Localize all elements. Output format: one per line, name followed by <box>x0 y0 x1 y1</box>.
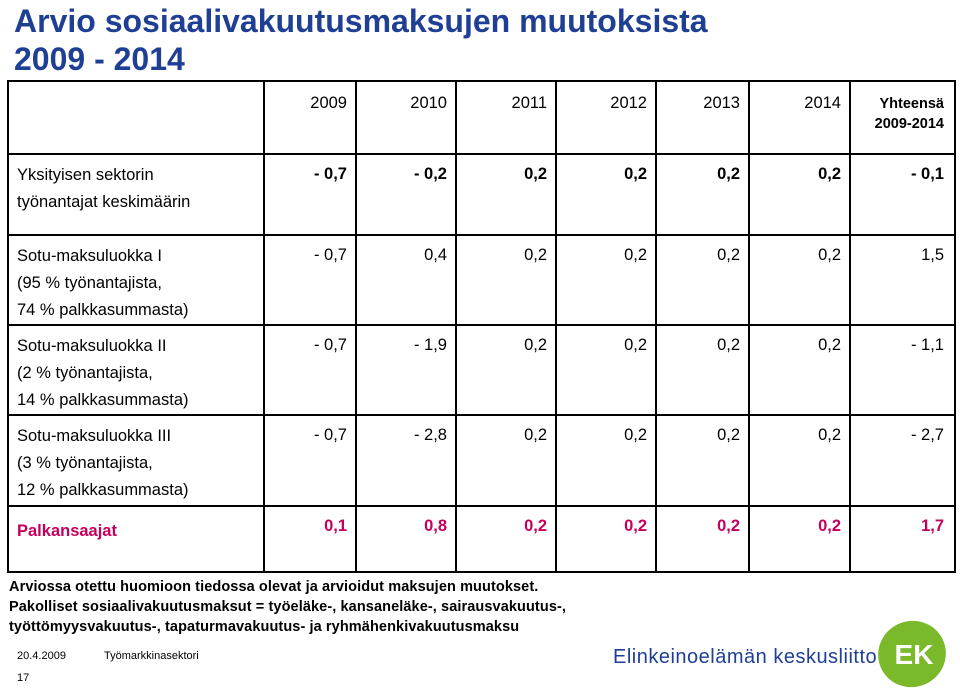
header-row: 2009 2010 2011 2012 2013 2014 Yhteensä 2… <box>7 80 956 155</box>
year-header: 2011 <box>455 80 557 155</box>
title-line-2: 2009 - 2014 <box>14 41 185 77</box>
row-label: Sotu-maksuluokka III (3 % työnantajista,… <box>7 414 265 507</box>
row-label-line: 14 % palkkasummasta) <box>17 391 189 409</box>
total-header-line-2: 2009-2014 <box>874 116 944 132</box>
table-cell: - 0,7 <box>263 324 357 416</box>
total-cell: 1,7 <box>849 505 956 573</box>
contributions-table: 2009 2010 2011 2012 2013 2014 Yhteensä 2… <box>7 80 956 573</box>
row-label: Sotu-maksuluokka I (95 % työnantajista, … <box>7 234 265 326</box>
header-corner <box>7 80 265 155</box>
brand-name: Elinkeinoelämän keskusliitto <box>613 646 878 668</box>
table-row: Sotu-maksuluokka II (2 % työnantajista, … <box>7 324 956 416</box>
table-cell: 0,2 <box>455 324 557 416</box>
footnote-line: työttömyysvakuutus-, tapaturmavakuutus- … <box>9 619 520 635</box>
row-label-line: Palkansaajat <box>17 522 117 540</box>
ek-logo-icon: EK <box>878 620 946 688</box>
table-cell: 0,2 <box>655 505 750 573</box>
year-header: 2012 <box>555 80 657 155</box>
table-cell: 0,2 <box>555 324 657 416</box>
row-label: Sotu-maksuluokka II (2 % työnantajista, … <box>7 324 265 416</box>
year-header: 2013 <box>655 80 750 155</box>
footer-date: 20.4.2009 <box>17 650 66 662</box>
total-cell: - 0,1 <box>849 153 956 236</box>
table-cell: 0,2 <box>455 505 557 573</box>
row-label-line: Sotu-maksuluokka I <box>17 247 162 265</box>
table-cell: 0,2 <box>655 234 750 326</box>
table-row: Sotu-maksuluokka III (3 % työnantajista,… <box>7 414 956 507</box>
table-cell: 0,2 <box>555 505 657 573</box>
table-cell: 0,2 <box>555 153 657 236</box>
row-label-line: (2 % työnantajista, <box>17 364 153 382</box>
table-cell: - 2,8 <box>355 414 457 507</box>
total-header-line-1: Yhteensä <box>879 96 944 112</box>
footer-org: Työmarkkinasektori <box>104 650 199 662</box>
row-label-line: työnantajat keskimäärin <box>17 193 191 211</box>
row-label-line: Yksityisen sektorin <box>17 166 154 184</box>
table-cell: - 0,2 <box>355 153 457 236</box>
table-cell: 0,2 <box>748 414 851 507</box>
table-cell: - 0,7 <box>263 234 357 326</box>
table-cell: 0,8 <box>355 505 457 573</box>
row-label: Yksityisen sektorin työnantajat keskimää… <box>7 153 265 236</box>
table-cell: 0,2 <box>655 414 750 507</box>
year-header: 2010 <box>355 80 457 155</box>
total-cell: 1,5 <box>849 234 956 326</box>
table-cell: 0,2 <box>555 414 657 507</box>
row-label-line: (95 % työnantajista, <box>17 274 162 292</box>
total-header: Yhteensä 2009-2014 <box>849 80 956 155</box>
row-label-line: (3 % työnantajista, <box>17 454 153 472</box>
table-cell: 0,2 <box>555 234 657 326</box>
table-cell: 0,1 <box>263 505 357 573</box>
table-cell: - 0,7 <box>263 414 357 507</box>
logo-text: EK <box>895 639 934 670</box>
row-label-line: Sotu-maksuluokka III <box>17 427 172 445</box>
table-cell: 0,2 <box>655 324 750 416</box>
footnote-line: Pakolliset sosiaalivakuutusmaksut = työe… <box>9 599 567 615</box>
table-row: Sotu-maksuluokka I (95 % työnantajista, … <box>7 234 956 326</box>
total-cell: - 1,1 <box>849 324 956 416</box>
table-cell: 0,2 <box>748 324 851 416</box>
page-title: Arvio sosiaalivakuutusmaksujen muutoksis… <box>14 2 708 78</box>
table-cell: - 0,7 <box>263 153 357 236</box>
title-line-1: Arvio sosiaalivakuutusmaksujen muutoksis… <box>14 3 708 39</box>
table-row: Palkansaajat 0,1 0,8 0,2 0,2 0,2 0,2 1,7 <box>7 505 956 573</box>
year-header: 2009 <box>263 80 357 155</box>
row-label: Palkansaajat <box>7 505 265 573</box>
row-label-line: 12 % palkkasummasta) <box>17 481 189 499</box>
table-cell: 0,2 <box>748 505 851 573</box>
table-cell: 0,2 <box>748 153 851 236</box>
total-cell: - 2,7 <box>849 414 956 507</box>
row-label-line: 74 % palkkasummasta) <box>17 301 189 319</box>
table-cell: 0,2 <box>655 153 750 236</box>
table-cell: 0,2 <box>455 414 557 507</box>
table-cell: 0,4 <box>355 234 457 326</box>
footnote-line: Arviossa otettu huomioon tiedossa olevat… <box>9 579 539 595</box>
table-cell: - 1,9 <box>355 324 457 416</box>
table-row: Yksityisen sektorin työnantajat keskimää… <box>7 153 956 236</box>
page-number: 17 <box>17 672 30 684</box>
footnotes: Arviossa otettu huomioon tiedossa olevat… <box>9 577 566 637</box>
table-cell: 0,2 <box>748 234 851 326</box>
year-header: 2014 <box>748 80 851 155</box>
table-cell: 0,2 <box>455 153 557 236</box>
row-label-line: Sotu-maksuluokka II <box>17 337 167 355</box>
table-cell: 0,2 <box>455 234 557 326</box>
